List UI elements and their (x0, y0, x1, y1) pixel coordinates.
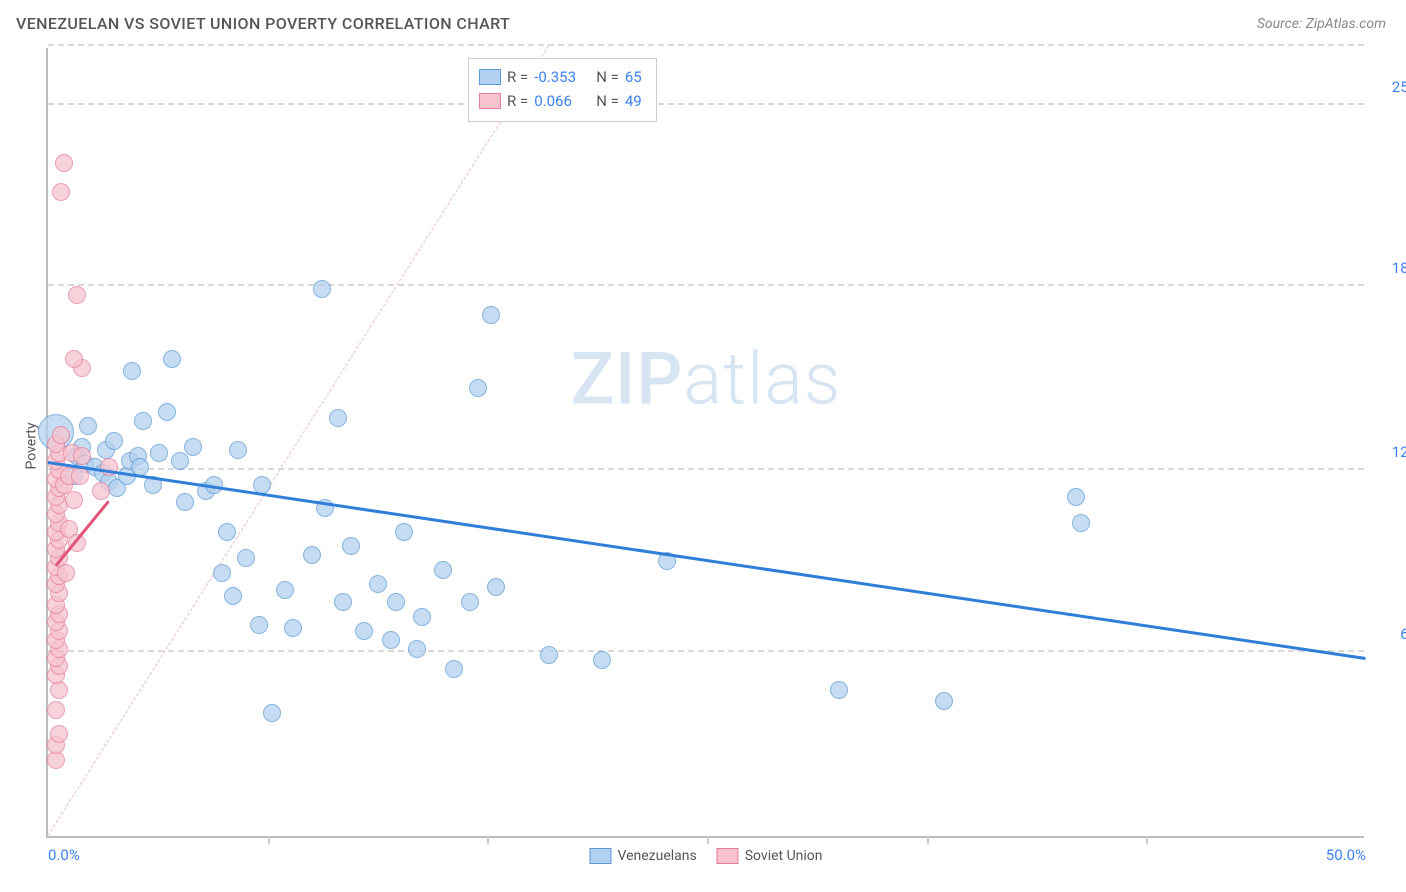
data-point (184, 438, 202, 456)
legend-swatch (589, 848, 611, 864)
data-point (52, 426, 70, 444)
data-point (445, 660, 463, 678)
y-tick-label: 25.0% (1372, 78, 1406, 96)
data-point (250, 616, 268, 634)
chart-title: VENEZUELAN VS SOVIET UNION POVERTY CORRE… (16, 14, 510, 33)
x-minor-tick (487, 836, 489, 844)
data-point (263, 704, 281, 722)
data-point (65, 491, 83, 509)
data-point (163, 350, 181, 368)
n-label: N = (596, 65, 619, 89)
data-point (461, 593, 479, 611)
data-point (593, 651, 611, 669)
data-point (47, 701, 65, 719)
r-label: R = (507, 89, 528, 113)
data-point (329, 409, 347, 427)
data-point (65, 350, 83, 368)
data-point (68, 286, 86, 304)
legend-item: Soviet Union (717, 848, 823, 864)
n-label: N = (596, 89, 619, 113)
legend-label: Venezuelans (617, 848, 696, 864)
data-point (369, 575, 387, 593)
data-point (57, 564, 75, 582)
gridline-h (48, 284, 1364, 286)
data-point (469, 379, 487, 397)
data-point (229, 441, 247, 459)
legend-swatch (717, 848, 739, 864)
data-point (313, 280, 331, 298)
data-point (123, 362, 141, 380)
data-point (79, 417, 97, 435)
data-point (387, 593, 405, 611)
gridline-h (48, 650, 1364, 652)
x-minor-tick (927, 836, 929, 844)
chart-plot-area: ZIPatlas 6.3%12.5%18.8%25.0%0.0%50.0%R =… (46, 48, 1364, 838)
stats-row: R = 0.066 N = 49 (479, 89, 642, 113)
y-tick-label: 6.3% (1372, 625, 1406, 643)
data-point (171, 452, 189, 470)
x-minor-tick (1146, 836, 1148, 844)
data-point (50, 725, 68, 743)
data-point (105, 432, 123, 450)
correlation-stats-box: R = -0.353 N = 65 R = 0.066 N = 49 (468, 58, 657, 122)
data-point (55, 154, 73, 172)
data-point (213, 564, 231, 582)
data-point (413, 608, 431, 626)
r-value: 0.066 (534, 89, 590, 113)
data-point (150, 444, 168, 462)
stats-row: R = -0.353 N = 65 (479, 65, 642, 89)
series-swatch (479, 69, 501, 85)
data-point (382, 631, 400, 649)
gridline-h (48, 468, 1364, 470)
n-value: 65 (625, 65, 642, 89)
x-tick-label: 50.0% (1326, 846, 1366, 864)
data-point (237, 549, 255, 567)
data-point (73, 447, 91, 465)
data-point (303, 546, 321, 564)
data-point (1072, 514, 1090, 532)
data-point (482, 306, 500, 324)
data-point (830, 681, 848, 699)
r-value: -0.353 (534, 65, 590, 89)
chart-source: Source: ZipAtlas.com (1257, 16, 1386, 32)
data-point (284, 619, 302, 637)
data-point (434, 561, 452, 579)
y-tick-label: 18.8% (1372, 259, 1406, 277)
data-point (92, 482, 110, 500)
data-point (71, 467, 89, 485)
n-value: 49 (625, 89, 642, 113)
data-point (355, 622, 373, 640)
r-label: R = (507, 65, 528, 89)
data-point (487, 578, 505, 596)
chart-header: VENEZUELAN VS SOVIET UNION POVERTY CORRE… (0, 0, 1406, 43)
gridline-h (48, 44, 1364, 46)
data-point (276, 581, 294, 599)
x-tick-label: 0.0% (48, 846, 80, 864)
data-point (158, 403, 176, 421)
data-point (408, 640, 426, 658)
watermark: ZIPatlas (571, 336, 842, 421)
data-point (1067, 488, 1085, 506)
data-point (218, 523, 236, 541)
data-point (176, 493, 194, 511)
data-point (52, 183, 70, 201)
data-point (334, 593, 352, 611)
data-point (342, 537, 360, 555)
gridline-h (48, 103, 1364, 105)
x-minor-tick (268, 836, 270, 844)
x-minor-tick (707, 836, 709, 844)
data-point (395, 523, 413, 541)
data-point (935, 692, 953, 710)
data-point (224, 587, 242, 605)
data-point (134, 412, 152, 430)
y-tick-label: 12.5% (1372, 443, 1406, 461)
legend-label: Soviet Union (745, 848, 823, 864)
legend-item: Venezuelans (589, 848, 696, 864)
data-point (540, 646, 558, 664)
series-swatch (479, 93, 501, 109)
bottom-legend: Venezuelans Soviet Union (589, 848, 822, 864)
